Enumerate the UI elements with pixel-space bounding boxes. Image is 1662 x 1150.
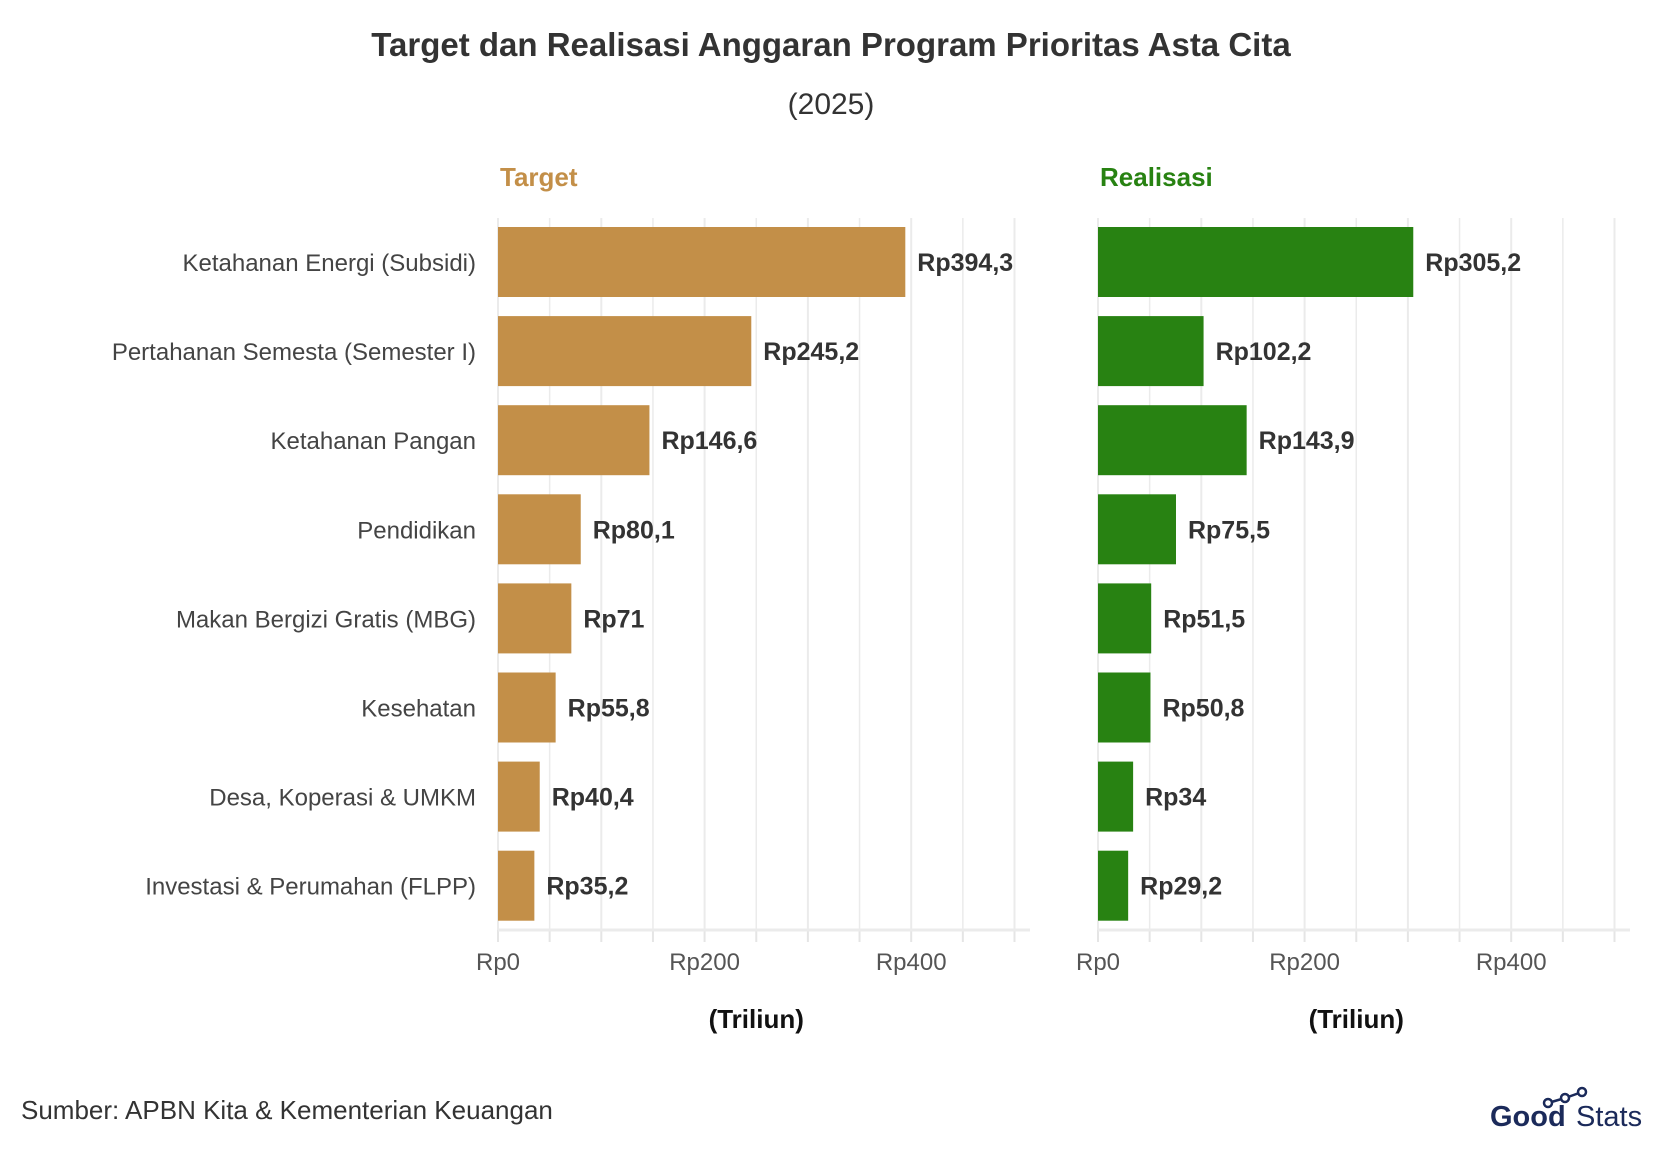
panel-title-target: Target bbox=[500, 162, 578, 192]
chart-subtitle: (2025) bbox=[787, 88, 875, 121]
data-label: Rp143,9 bbox=[1259, 427, 1355, 455]
svg-text:Good: Good bbox=[1490, 1101, 1566, 1130]
data-label: Rp50,8 bbox=[1162, 695, 1244, 723]
bar bbox=[1098, 761, 1134, 832]
data-label: Rp34 bbox=[1145, 784, 1206, 812]
data-label: Rp146,6 bbox=[661, 427, 757, 455]
source-note: Sumber: APBN Kita & Kementerian Keuangan bbox=[21, 1095, 553, 1125]
data-label: Rp102,2 bbox=[1216, 338, 1312, 366]
goodstats-logo: Good Stats bbox=[1490, 1086, 1642, 1130]
x-tick-label: Rp400 bbox=[1476, 949, 1547, 976]
bar bbox=[1098, 672, 1151, 743]
bar bbox=[1098, 227, 1414, 297]
data-label: Rp29,2 bbox=[1140, 873, 1222, 901]
data-label: Rp40,4 bbox=[552, 784, 634, 812]
data-label: Rp305,2 bbox=[1425, 249, 1521, 277]
bar bbox=[498, 850, 535, 921]
category-label: Pendidikan bbox=[357, 517, 476, 544]
bar bbox=[498, 316, 752, 387]
bar bbox=[1098, 405, 1247, 476]
category-label: Ketahanan Pangan bbox=[270, 428, 476, 455]
x-axis-title: (Triliun) bbox=[1309, 1004, 1404, 1034]
bar bbox=[498, 494, 581, 565]
chart-title: Target dan Realisasi Anggaran Program Pr… bbox=[371, 26, 1291, 63]
category-label: Desa, Koperasi & UMKM bbox=[209, 785, 476, 812]
data-label: Rp394,3 bbox=[917, 249, 1013, 277]
data-label: Rp35,2 bbox=[546, 873, 628, 901]
category-label: Pertahanan Semesta (Semester I) bbox=[112, 339, 476, 366]
data-label: Rp55,8 bbox=[568, 695, 650, 723]
panel-title-realisasi: Realisasi bbox=[1100, 162, 1213, 192]
bar bbox=[1098, 316, 1204, 387]
x-axis-title: (Triliun) bbox=[709, 1004, 804, 1034]
bar bbox=[498, 761, 540, 832]
data-label: Rp245,2 bbox=[763, 338, 859, 366]
x-tick-label: Rp0 bbox=[1076, 949, 1120, 976]
category-label: Ketahanan Energi (Subsidi) bbox=[182, 250, 476, 277]
bar bbox=[498, 583, 572, 654]
x-tick-label: Rp200 bbox=[669, 949, 740, 976]
x-tick-label: Rp0 bbox=[476, 949, 520, 976]
bar bbox=[498, 405, 650, 476]
bar bbox=[1098, 850, 1129, 921]
bar bbox=[1098, 494, 1176, 565]
data-label: Rp80,1 bbox=[593, 516, 675, 544]
data-label: Rp75,5 bbox=[1188, 516, 1270, 544]
category-label: Kesehatan bbox=[361, 696, 476, 723]
data-label: Rp71 bbox=[583, 605, 644, 633]
bar bbox=[498, 672, 556, 743]
bar bbox=[1098, 583, 1152, 654]
svg-text:Stats: Stats bbox=[1576, 1101, 1642, 1130]
bar bbox=[498, 227, 906, 297]
x-tick-label: Rp400 bbox=[876, 949, 947, 976]
data-label: Rp51,5 bbox=[1163, 605, 1245, 633]
x-tick-label: Rp200 bbox=[1269, 949, 1340, 976]
category-label: Investasi & Perumahan (FLPP) bbox=[145, 874, 476, 901]
category-label: Makan Bergizi Gratis (MBG) bbox=[176, 606, 476, 633]
